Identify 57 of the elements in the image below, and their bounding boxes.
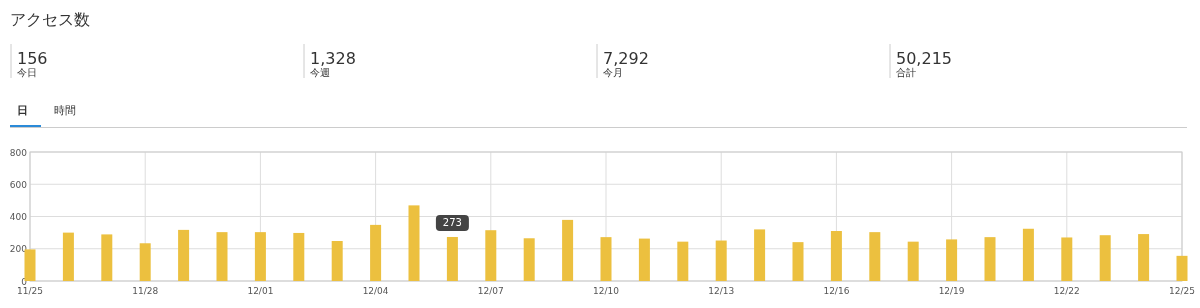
text: 1,328 — [310, 49, 356, 68]
bar — [331, 241, 343, 281]
bar — [946, 239, 958, 281]
y-tick-label: 600 — [9, 179, 28, 190]
bar — [485, 230, 497, 281]
bar — [523, 238, 535, 281]
bar — [408, 205, 420, 281]
text: 今週 — [310, 67, 330, 78]
bar — [830, 231, 842, 281]
x-tick-label: 11/25 — [17, 286, 43, 296]
bar — [715, 240, 727, 281]
bar — [1061, 237, 1073, 281]
bar — [792, 242, 804, 281]
text: 156 — [17, 49, 48, 68]
text: アクセス数 — [10, 10, 90, 29]
bar — [600, 237, 612, 281]
text: 7,292 — [603, 49, 649, 68]
bar — [869, 232, 881, 281]
bar — [62, 232, 74, 281]
x-tick-label: 12/04 — [362, 286, 389, 296]
text: 時間 — [54, 104, 76, 117]
x-tick-label: 12/10 — [593, 286, 620, 296]
x-tick-label: 12/16 — [823, 286, 850, 296]
bar — [216, 232, 228, 281]
x-tick-label: 12/22 — [1053, 286, 1080, 296]
bar — [1099, 235, 1111, 281]
bar — [101, 234, 113, 281]
y-tick-label: 200 — [9, 244, 28, 255]
x-tick-label: 12/19 — [938, 286, 965, 296]
text: 今日 — [17, 67, 37, 78]
text: 今月 — [603, 67, 623, 78]
bar — [370, 224, 382, 281]
y-tick-label: 800 — [9, 147, 28, 158]
bar — [907, 241, 919, 281]
data-label: 273 — [442, 217, 462, 229]
bar — [446, 236, 458, 281]
bar — [754, 229, 766, 281]
bar — [139, 243, 151, 281]
text: 50,215 — [896, 49, 952, 68]
x-tick-label: 12/07 — [477, 286, 504, 296]
bar — [254, 232, 266, 281]
x-tick-label: 12/25 — [1169, 286, 1195, 296]
bar — [677, 241, 689, 281]
bar — [984, 237, 996, 281]
bar — [1176, 255, 1188, 281]
text: 合計 — [896, 67, 916, 78]
bar — [1022, 228, 1034, 281]
x-tick-label: 12/01 — [247, 286, 274, 296]
bar — [638, 238, 650, 281]
text: 日 — [17, 104, 28, 117]
x-tick-label: 11/28 — [132, 286, 159, 296]
x-tick-label: 12/13 — [708, 286, 735, 296]
y-tick-label: 400 — [9, 212, 28, 222]
bar — [178, 229, 190, 281]
bar — [562, 219, 574, 281]
bar — [293, 232, 305, 281]
bar — [1138, 234, 1150, 281]
